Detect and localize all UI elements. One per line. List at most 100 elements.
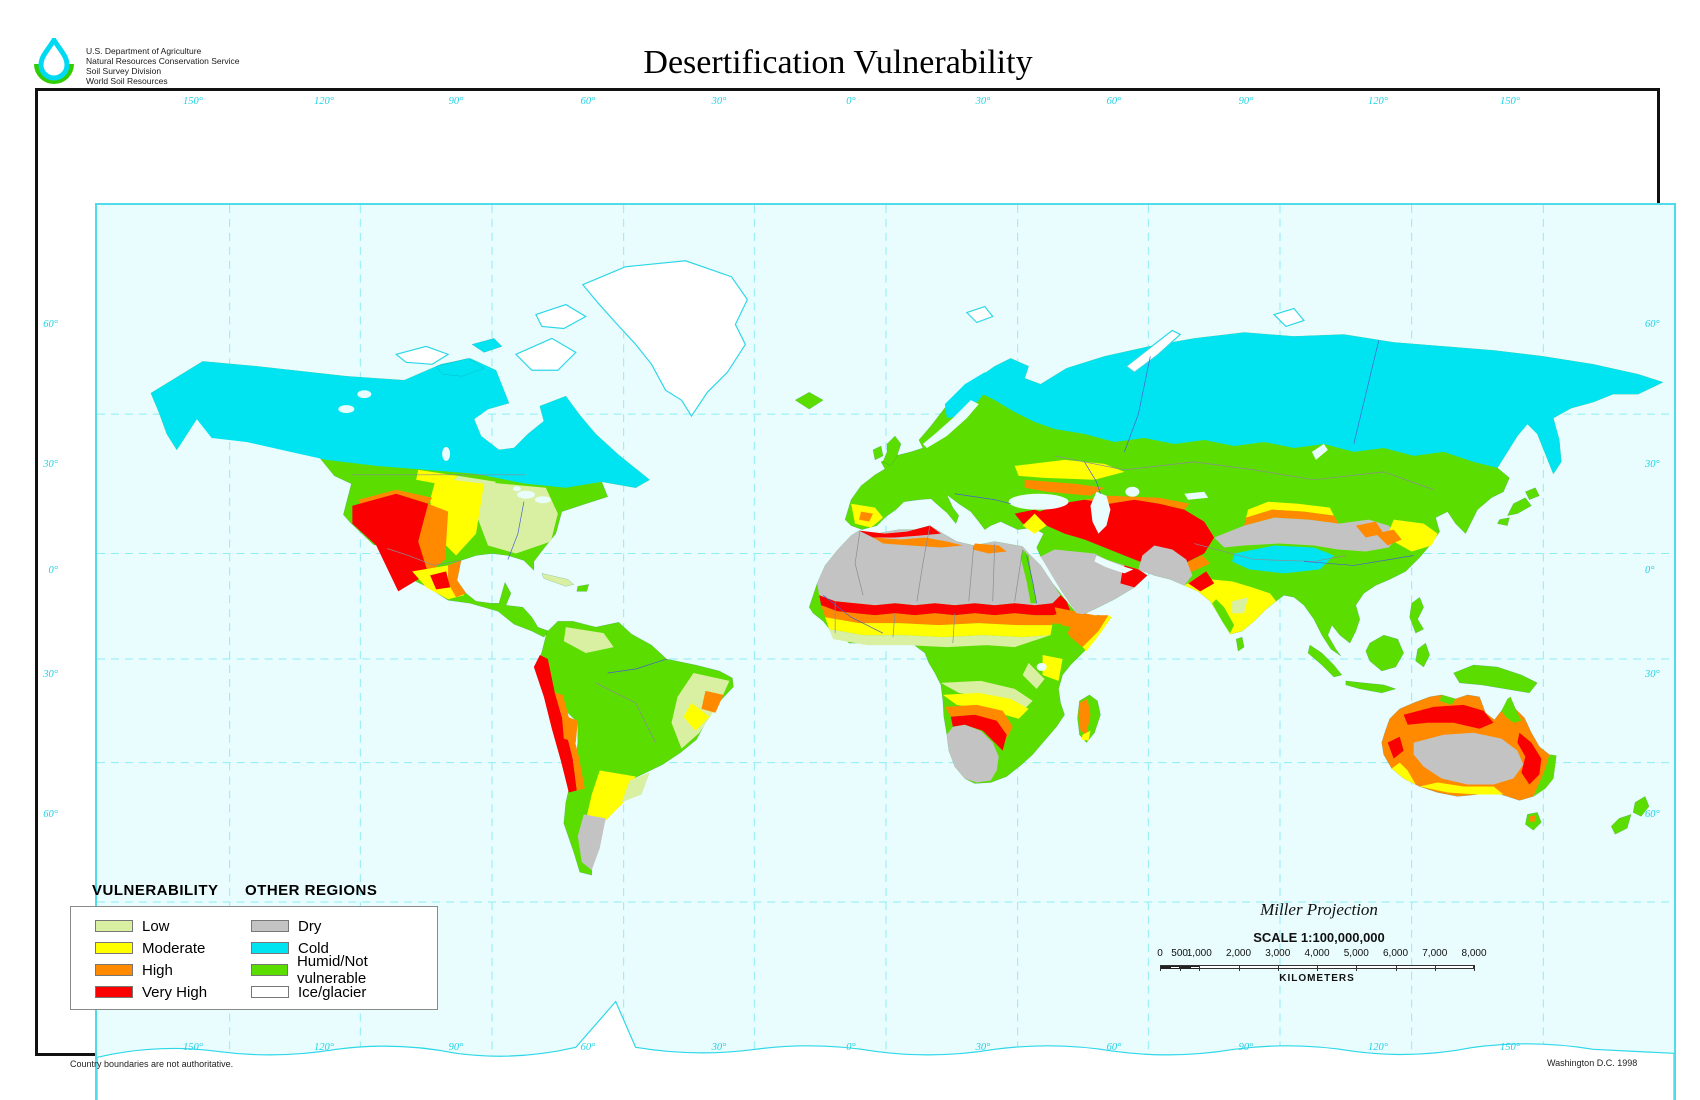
legend-swatch <box>251 920 289 932</box>
legend-other-column: Dry Cold Humid/Not vulnerable Ice/glacier <box>251 915 437 1003</box>
islands <box>872 435 1650 835</box>
iceland <box>794 391 824 410</box>
agency-line: U.S. Department of Agriculture <box>86 46 202 56</box>
legend-row: Very High <box>95 981 207 1003</box>
scale-tick-mark <box>1179 965 1181 971</box>
legend-row: Low <box>95 915 207 937</box>
australia <box>1381 694 1557 831</box>
scale-tick-label: 8,000 <box>1461 948 1487 959</box>
legend-label: Ice/glacier <box>298 983 367 1001</box>
usda-nrcs-logo <box>34 38 74 84</box>
africa <box>808 525 1112 784</box>
lat-label-right: 30° <box>1645 459 1660 470</box>
lat-label-right: 30° <box>1645 669 1660 680</box>
scale-tick-label: 3,000 <box>1265 948 1291 959</box>
scale-tick-mark <box>1434 965 1436 971</box>
rivers <box>507 340 1414 674</box>
legend-swatch <box>251 942 289 954</box>
philippines <box>1409 596 1424 634</box>
logo-green-crescent <box>34 64 74 84</box>
scale-tick-label: 5,000 <box>1343 948 1369 959</box>
lon-label-top: 90° <box>1238 96 1254 107</box>
lon-label-bottom: 150° <box>1500 1042 1520 1053</box>
svalbard <box>965 305 994 324</box>
legend-row: Humid/Not vulnerable <box>251 953 437 987</box>
world-map <box>97 205 1674 1100</box>
agency-line: Natural Resources Conservation Service <box>86 56 240 66</box>
south-america <box>533 620 734 876</box>
lon-label-bottom: 120° <box>314 1042 334 1053</box>
scale-unit-label: KILOMETERS <box>1279 973 1355 984</box>
lat-label-left: 30° <box>43 669 58 680</box>
scale-tick-mark <box>1356 965 1358 971</box>
scale-tick-mark <box>1199 965 1201 971</box>
scale-tick-mark <box>1317 965 1318 971</box>
page-title: Desertification Vulnerability <box>643 44 1033 81</box>
sumatra <box>1307 644 1343 678</box>
ireland <box>872 445 884 461</box>
footer-disclaimer: Country boundaries are not authoritative… <box>70 1059 234 1069</box>
legend-label: Low <box>142 917 170 935</box>
legend-swatch <box>95 942 133 954</box>
scale-tick-mark <box>1238 965 1240 971</box>
lat-label-left: 30° <box>43 459 58 470</box>
new-zealand-south <box>1610 813 1632 835</box>
footer-place-date: Washington D.C. 1998 <box>1547 1058 1638 1068</box>
legend-swatch <box>95 986 133 998</box>
scale-bar-segment <box>1180 966 1190 969</box>
scale-tick-mark <box>1160 965 1161 971</box>
lon-label-bottom: 150° <box>183 1042 203 1053</box>
eurasia <box>844 307 1664 657</box>
lat-label-right: 60° <box>1645 809 1660 820</box>
new-zealand-north <box>1632 796 1650 817</box>
lon-label-bottom: 90° <box>448 1042 464 1053</box>
legend-swatch <box>251 986 289 998</box>
lat-label-left: 60° <box>43 809 58 820</box>
lon-label-bottom: 120° <box>1368 1042 1388 1053</box>
legend-row: High <box>95 959 207 981</box>
north-america <box>150 303 651 638</box>
legend-label: Cold <box>298 939 329 957</box>
lon-label-top: 60° <box>1106 96 1122 107</box>
japan <box>1525 487 1540 501</box>
scale-text: SCALE 1:100,000,000 <box>1253 930 1385 945</box>
scale-bar-segment <box>1160 966 1170 969</box>
scale-bar-segment <box>1170 966 1180 969</box>
lon-label-top: 60° <box>580 96 596 107</box>
scale-tick-label: 4,000 <box>1304 948 1330 959</box>
legend-label: Very High <box>142 983 208 1001</box>
sulawesi <box>1415 642 1430 668</box>
agency-block: U.S. Department of Agriculture Natural R… <box>86 46 240 86</box>
lat-label-left: 60° <box>43 319 58 330</box>
scale-tick-label: 7,000 <box>1422 948 1448 959</box>
lat-label-right: 0° <box>1645 565 1655 576</box>
scale-tick-label: 500 <box>1171 948 1188 959</box>
lon-label-bottom: 30° <box>711 1042 727 1053</box>
legend-row: Dry <box>251 915 437 937</box>
lon-label-bottom: 60° <box>580 1042 596 1053</box>
antarctica <box>97 1000 1674 1100</box>
legend-label: Moderate <box>142 939 206 957</box>
agency-line: Soil Survey Division <box>86 66 162 76</box>
lon-label-top: 0° <box>846 96 856 107</box>
country-boundaries <box>351 455 1434 743</box>
borneo <box>1365 634 1404 672</box>
great-britain <box>882 435 902 467</box>
lon-label-top: 120° <box>314 96 334 107</box>
world-map-panel <box>95 203 1676 1100</box>
lon-label-top: 150° <box>183 96 203 107</box>
legend-label: Dry <box>298 917 322 935</box>
greenland <box>581 260 994 418</box>
legend-label: High <box>142 961 173 979</box>
legend-other-title: OTHER REGIONS <box>245 882 378 899</box>
lon-label-bottom: 90° <box>1238 1042 1254 1053</box>
scale-tick-mark <box>1474 965 1475 971</box>
legend-swatch <box>95 920 133 932</box>
scale-tick-label: 1,000 <box>1186 948 1212 959</box>
scale-tick-label: 0 <box>1157 948 1163 959</box>
scale-tick-label: 6,000 <box>1382 948 1409 959</box>
legend-row: Cold <box>251 937 437 959</box>
lat-label-right: 60° <box>1645 319 1660 330</box>
legend-row: Moderate <box>95 937 207 959</box>
